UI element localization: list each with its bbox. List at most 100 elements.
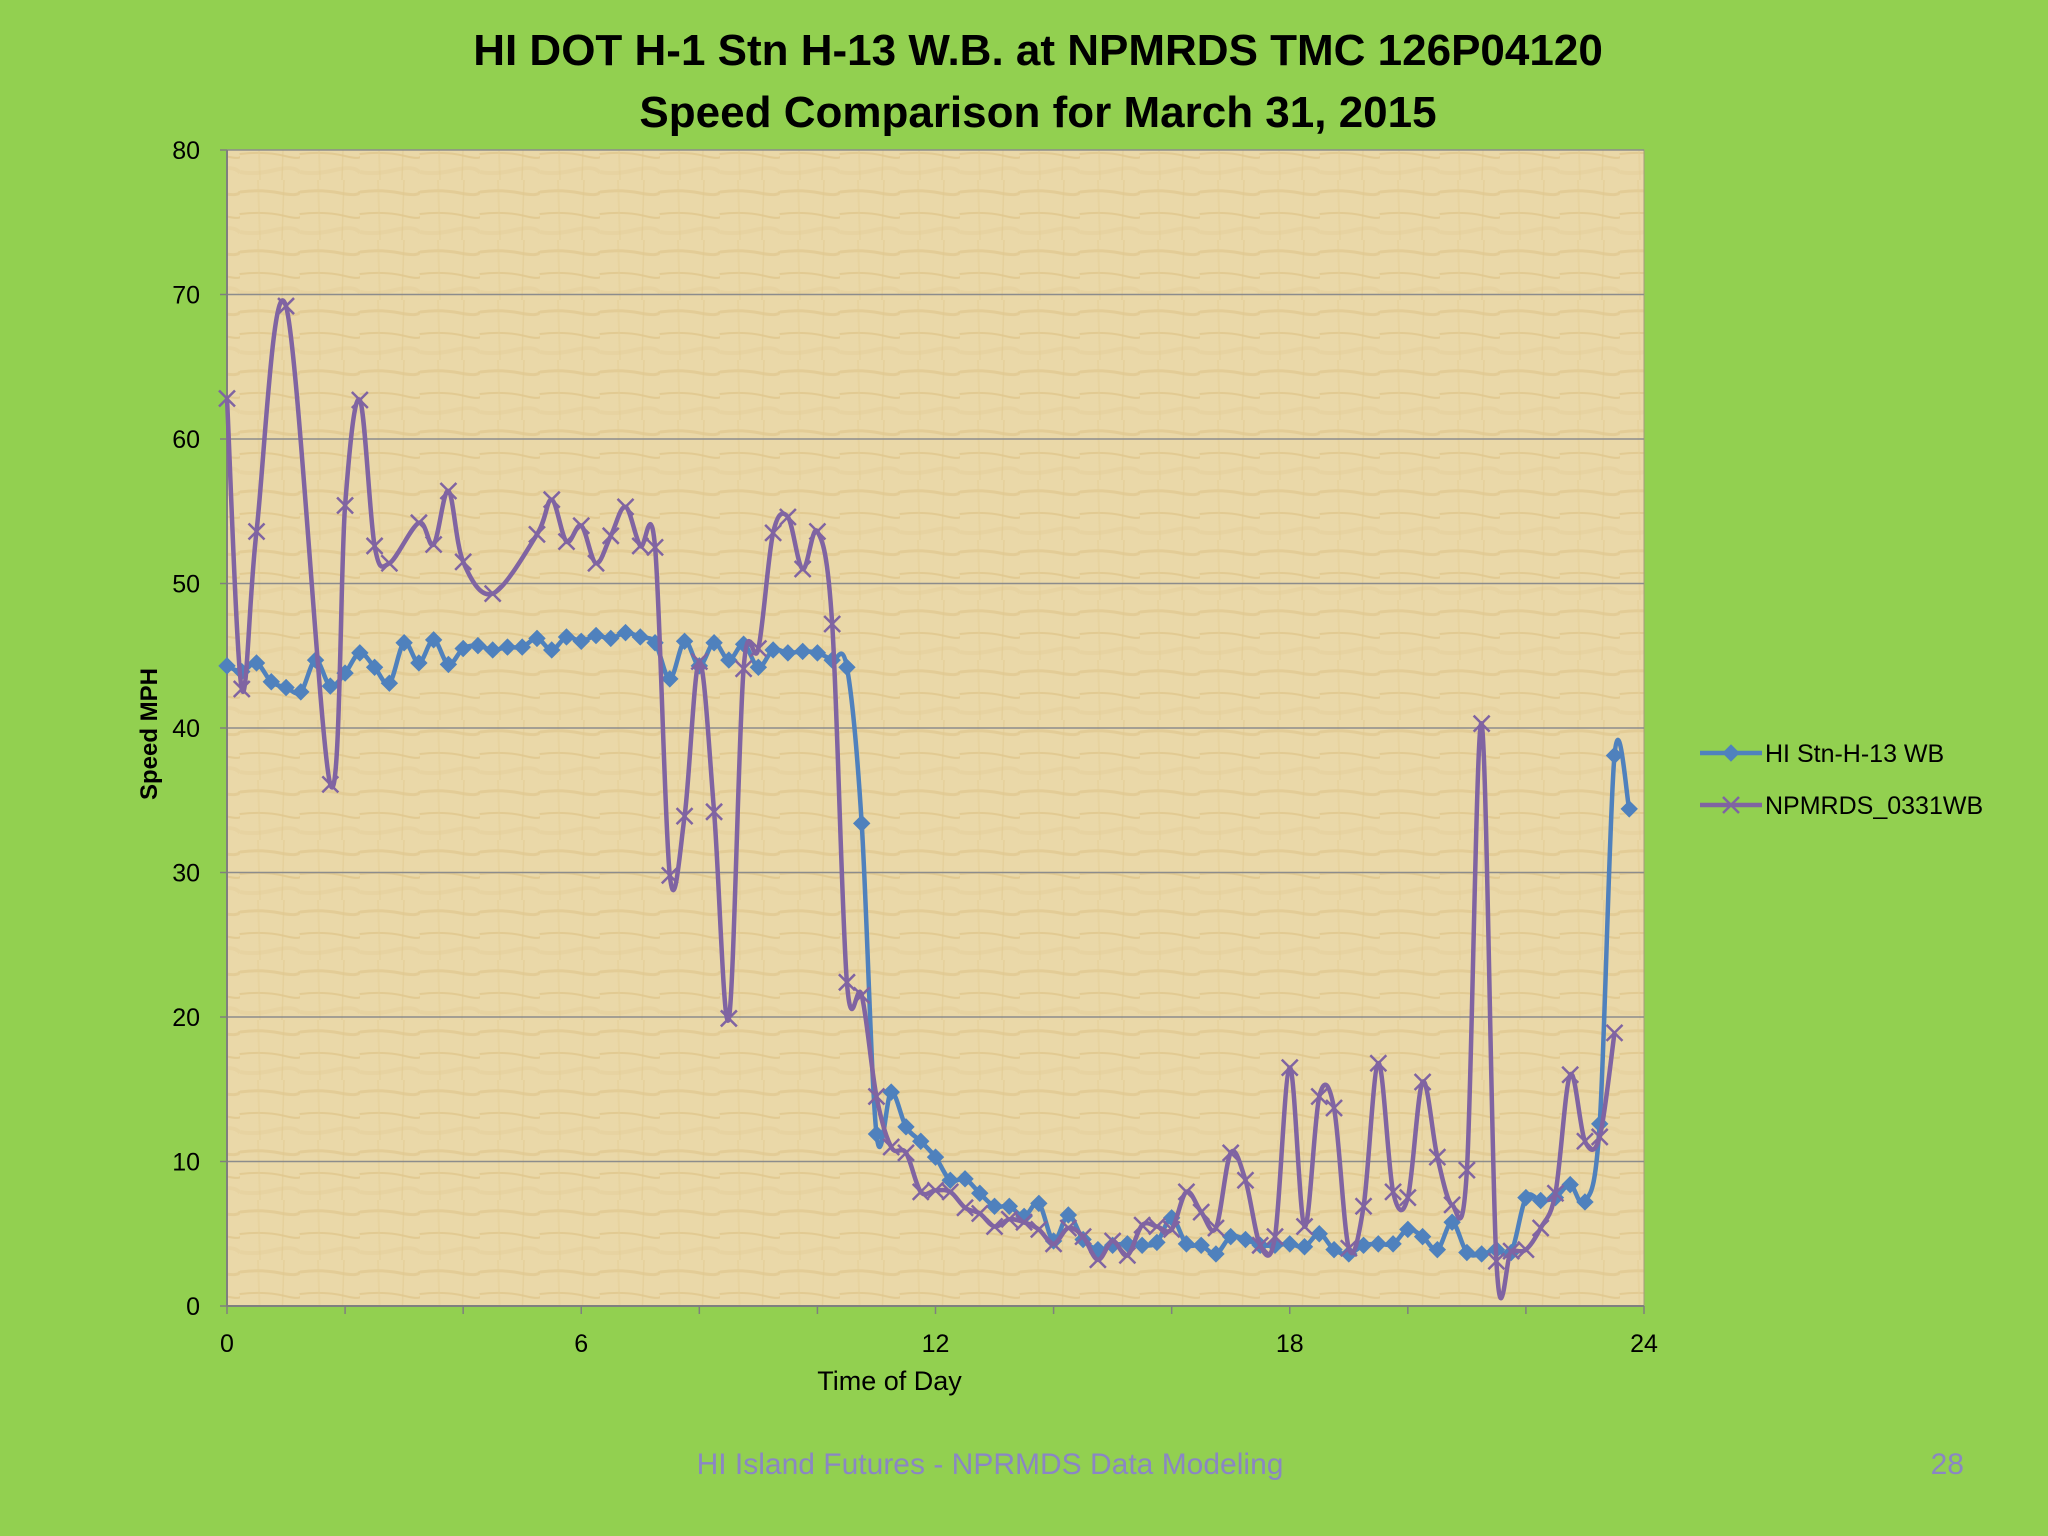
data-point — [1310, 1225, 1328, 1243]
data-point — [395, 634, 413, 652]
legend: HI Stn-H-13 WB NPMRDS_0331WB — [1700, 740, 1983, 820]
data-point — [1103, 1232, 1122, 1250]
data-point — [705, 634, 723, 652]
axes: 0 10 20 30 40 50 60 70 80 0 6 12 18 24 Time of Day Spee… — [136, 137, 1658, 1396]
data-point — [793, 642, 812, 661]
data-point — [1398, 1188, 1417, 1207]
data-point — [1472, 1245, 1491, 1263]
data-point — [867, 1087, 886, 1106]
data-point — [542, 490, 561, 509]
data-point — [1192, 1236, 1210, 1255]
data-point — [1030, 1194, 1048, 1213]
y-tick-label-80: 80 — [172, 137, 200, 165]
data-point — [838, 658, 856, 677]
data-point — [1339, 1239, 1358, 1258]
data-point — [926, 1181, 945, 1200]
data-point — [779, 508, 797, 526]
data-point — [838, 973, 856, 992]
data-point — [336, 496, 354, 515]
data-point — [601, 526, 620, 545]
legend-label: HI Stn-H-13 WB — [1765, 740, 1944, 768]
data-point — [1517, 1240, 1535, 1259]
data-point — [1148, 1217, 1166, 1236]
x-axis-title: Time of Day — [817, 1366, 962, 1396]
data-point — [1207, 1219, 1225, 1237]
data-point — [439, 655, 458, 674]
data-point — [1236, 1230, 1255, 1249]
data-point — [926, 1148, 945, 1166]
data-point — [1281, 1235, 1299, 1253]
data-point — [1295, 1238, 1314, 1256]
data-point — [1605, 746, 1624, 765]
data-point — [1029, 1220, 1048, 1239]
data-point — [1059, 1206, 1078, 1224]
data-point — [1517, 1188, 1535, 1207]
data-point — [646, 538, 664, 557]
data-point — [808, 644, 827, 662]
data-point — [720, 651, 738, 669]
data-point — [1280, 1058, 1299, 1077]
data-point — [1354, 1197, 1373, 1216]
data-point — [483, 584, 502, 603]
data-point — [1502, 1242, 1521, 1260]
data-point — [602, 629, 620, 648]
data-point — [232, 680, 251, 698]
data-point — [911, 1182, 930, 1201]
y-tick-label-20: 20 — [172, 1004, 200, 1032]
data-point — [380, 554, 399, 573]
data-point — [1162, 1220, 1181, 1239]
y-tick-label-10: 10 — [172, 1149, 200, 1177]
data-point — [1044, 1234, 1063, 1253]
data-point — [1458, 1243, 1476, 1262]
y-axis-title: Speed MPH — [136, 668, 163, 800]
data-point — [572, 632, 590, 651]
data-point — [1472, 714, 1491, 733]
data-point — [1576, 1132, 1594, 1151]
data-point — [1561, 1065, 1580, 1084]
data-point — [218, 389, 236, 408]
data-point — [1590, 1128, 1609, 1146]
data-point — [410, 513, 428, 532]
data-point — [1207, 1245, 1225, 1263]
data-point — [852, 986, 871, 1005]
data-point — [498, 638, 517, 656]
data-point — [1369, 1235, 1388, 1253]
data-point — [1177, 1235, 1196, 1253]
series-npmrds-0331wb — [218, 297, 1624, 1301]
data-point — [1428, 1240, 1447, 1259]
data-point — [365, 537, 384, 555]
data-point — [528, 629, 546, 648]
data-point — [587, 554, 605, 573]
data-point — [779, 644, 797, 662]
data-point — [1295, 1217, 1314, 1236]
data-point — [1325, 1099, 1343, 1117]
data-point — [1015, 1213, 1033, 1232]
data-point — [1192, 1203, 1211, 1221]
data-point — [454, 639, 472, 658]
data-point — [956, 1170, 974, 1188]
data-point — [631, 537, 650, 555]
x-tick-label-0: 0 — [220, 1330, 234, 1358]
data-point — [380, 674, 399, 692]
data-point — [1148, 1233, 1166, 1252]
data-point — [719, 1009, 738, 1028]
data-point — [1413, 1227, 1432, 1246]
data-point — [469, 636, 487, 655]
data-point — [1384, 1235, 1402, 1253]
data-point — [1221, 1143, 1240, 1162]
data-point — [1088, 1250, 1107, 1269]
data-point — [749, 658, 768, 677]
y-tick-label-40: 40 — [172, 715, 200, 743]
legend-swatch-marker — [1722, 744, 1740, 762]
data-point — [543, 641, 561, 659]
data-point — [1059, 1219, 1078, 1237]
chart-title-line-2: Speed Comparison for March 31, 2015 — [639, 88, 1437, 137]
data-point — [1118, 1246, 1137, 1265]
data-point — [1251, 1236, 1270, 1255]
series-hi-stn-h13-wb — [218, 623, 1638, 1263]
data-point — [513, 638, 531, 656]
data-point — [1222, 1227, 1240, 1246]
data-point — [1133, 1236, 1151, 1255]
data-point — [867, 1125, 886, 1143]
legend-item-1: NPMRDS_0331WB — [1700, 792, 1983, 820]
